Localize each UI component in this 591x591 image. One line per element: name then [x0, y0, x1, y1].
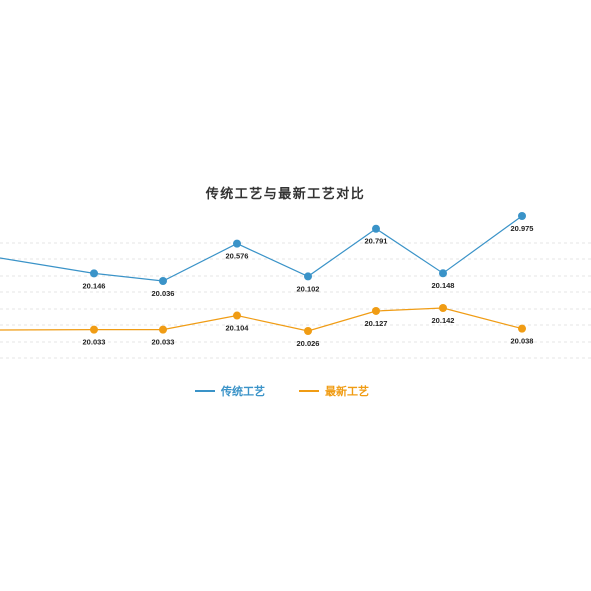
series-1-data-label-0: 20.033 — [83, 338, 106, 347]
series-0-data-label-0: 20.146 — [83, 281, 106, 290]
series-1-point-0 — [90, 325, 98, 334]
chart-title: 传统工艺与最新工艺对比 — [205, 186, 366, 201]
legend-label-traditional: 传统工艺 — [221, 386, 265, 398]
series-0-data-label-2: 20.576 — [226, 252, 249, 261]
series-1-point-3 — [304, 327, 312, 335]
series-0-point-5 — [439, 269, 447, 278]
series-0-point-1 — [159, 277, 167, 285]
series-0-point-4 — [372, 224, 380, 233]
series-1-data-label-5: 20.142 — [432, 316, 455, 325]
series-1-data-label-6: 20.038 — [511, 337, 534, 346]
series-0-point-2 — [233, 239, 241, 248]
series-0-lead-segment — [0, 257, 95, 274]
series-1-point-6 — [518, 324, 526, 333]
series-0-data-label-3: 20.102 — [297, 284, 320, 293]
legend-item-traditional[interactable]: 传统工艺 — [195, 383, 265, 399]
series-0-point-0 — [90, 269, 98, 278]
series-1-point-1 — [159, 325, 167, 334]
series-0-line — [93, 215, 523, 282]
series-1-point-5 — [439, 304, 447, 312]
series-1-point-2 — [233, 311, 241, 320]
legend-label-new: 最新工艺 — [325, 386, 369, 398]
series-1-data-label-1: 20.033 — [152, 338, 175, 347]
series-0-point-6 — [518, 212, 526, 220]
series-0-data-label-4: 20.791 — [365, 237, 388, 246]
series-0-data-label-6: 20.975 — [511, 224, 534, 233]
legend-item-new[interactable]: 最新工艺 — [299, 383, 369, 399]
legend-swatch-new — [299, 390, 319, 392]
series-1-data-label-2: 20.104 — [226, 324, 250, 333]
series-0-data-label-1: 20.036 — [152, 289, 175, 298]
series-layer: 20.146 20.036 20.576 20.102 20.791 20.148 20.9… — [0, 212, 533, 348]
series-1-data-label-3: 20.026 — [297, 339, 320, 348]
grid-lines — [0, 242, 591, 359]
series-1-point-4 — [372, 306, 380, 315]
series-1-data-label-4: 20.127 — [365, 319, 388, 328]
series-0-data-label-5: 20.148 — [432, 281, 455, 290]
series-0-point-3 — [304, 272, 312, 281]
legend-swatch-traditional — [195, 390, 215, 392]
